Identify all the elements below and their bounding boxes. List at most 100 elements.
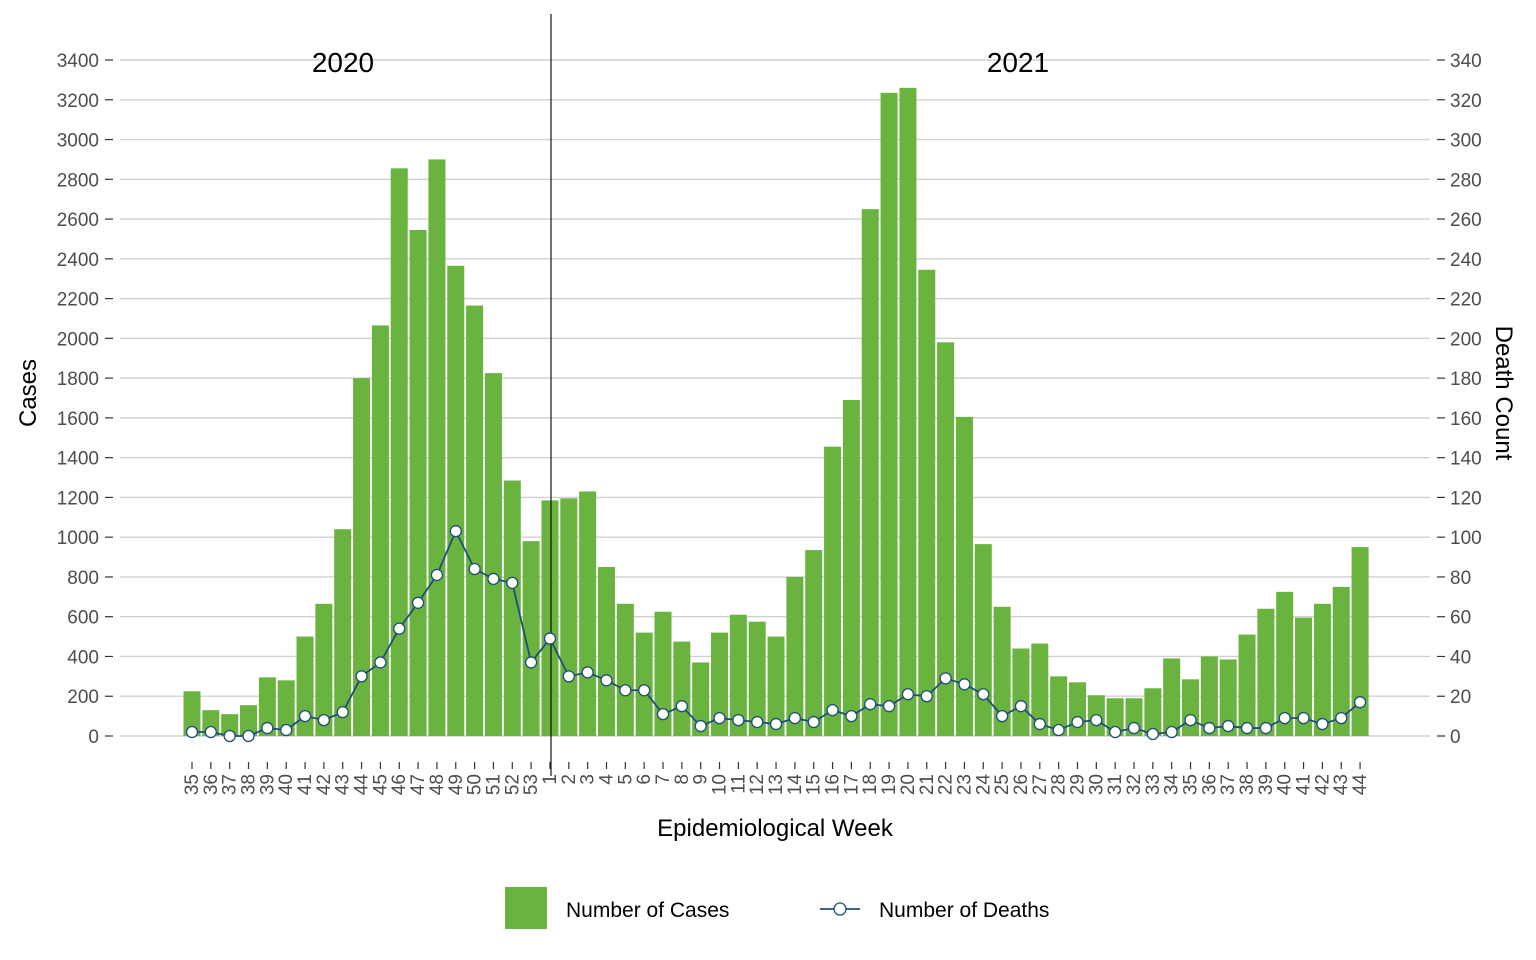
cases-bar	[616, 603, 634, 736]
deaths-point	[882, 700, 896, 713]
y-tick-label-right: 280	[1450, 170, 1482, 191]
y-axis-right: 0 20 40 60 80 100 120 140 160 180 200 220 240 260 280 3…	[1437, 51, 1482, 748]
cases-bar	[654, 611, 672, 736]
deaths-point	[261, 721, 274, 735]
x-tick-label: 3	[578, 774, 599, 785]
deaths-point	[562, 670, 575, 683]
deaths-point	[1335, 711, 1348, 725]
x-tick-label: 43	[1331, 774, 1352, 795]
deaths-point	[336, 705, 349, 719]
deaths-point	[1278, 711, 1291, 725]
deaths-point	[355, 670, 368, 683]
deaths-point	[920, 690, 933, 703]
deaths-point	[600, 674, 613, 687]
x-tick-label: 16	[823, 774, 844, 795]
cases-bars	[183, 87, 1369, 737]
deaths-series	[185, 525, 1367, 743]
x-tick-label: 19	[879, 774, 900, 795]
y-tick-label-left: 2000	[57, 329, 99, 350]
x-tick-label: 11	[728, 774, 749, 794]
x-tick-label: 39	[257, 774, 278, 795]
x-tick-label: 45	[370, 774, 391, 795]
y-tick-label-right: 60	[1450, 608, 1471, 629]
x-tick-label: 7	[653, 774, 674, 785]
deaths-point	[732, 713, 745, 727]
deaths-point	[1222, 719, 1235, 733]
cases-bar	[1295, 617, 1313, 736]
deaths-point	[751, 715, 764, 729]
x-tick-label: 42	[314, 774, 335, 795]
y-axis-title-left: Cases	[15, 359, 42, 427]
x-tick-label: 27	[1030, 774, 1051, 795]
cases-bar	[409, 229, 427, 736]
y-axis-left: 0 200 400 600 800 1000 1200 1400 1600 1800 2000 220…	[57, 51, 113, 748]
deaths-point	[1240, 721, 1254, 735]
y-tick-label-left: 1200	[57, 488, 99, 509]
deaths-point	[845, 709, 858, 723]
deaths-point	[1109, 725, 1122, 739]
cases-bar	[786, 576, 804, 736]
cases-bar	[1106, 698, 1124, 736]
y-tick-label-left: 0	[88, 727, 99, 748]
x-tick-label: 41	[295, 774, 316, 795]
x-tick-label: 28	[1049, 774, 1070, 795]
cases-bar	[955, 416, 973, 736]
x-tick-label: 35	[182, 774, 203, 795]
x-tick-label: 12	[747, 774, 768, 795]
y-tick-label-left: 3400	[57, 51, 99, 72]
x-tick-label: 4	[596, 774, 617, 785]
x-tick-label: 5	[615, 774, 636, 785]
cases-bar	[974, 544, 992, 736]
cases-bar	[861, 209, 879, 736]
cases-bar	[541, 500, 559, 736]
cases-bar	[1276, 591, 1294, 736]
x-tick-label: 42	[1312, 774, 1333, 795]
deaths-point	[826, 704, 839, 717]
x-tick-label: 41	[1294, 774, 1315, 795]
deaths-point	[1165, 725, 1178, 739]
y-tick-label-right: 140	[1450, 449, 1482, 470]
cases-bar	[1163, 658, 1181, 736]
y-tick-label-left: 1600	[57, 409, 99, 430]
x-tick-label: 6	[634, 774, 655, 785]
cases-bar	[918, 269, 936, 736]
cases-bar	[1257, 608, 1275, 736]
y-tick-label-left: 600	[67, 608, 99, 629]
x-tick-label: 37	[1218, 774, 1239, 795]
cases-bar	[1313, 603, 1331, 736]
cases-bar	[692, 662, 710, 736]
cases-bar	[390, 168, 408, 736]
cases-bar	[447, 265, 465, 736]
deaths-point	[1033, 717, 1046, 731]
y-tick-label-right: 200	[1450, 329, 1482, 350]
deaths-point	[185, 725, 199, 739]
cases-bar	[842, 399, 860, 736]
deaths-point	[1259, 721, 1273, 735]
x-tick-label: 36	[201, 774, 222, 795]
cases-bar	[315, 603, 333, 736]
x-tick-label: 50	[465, 774, 486, 795]
y-tick-label-right: 320	[1450, 91, 1482, 112]
cases-bar	[1012, 648, 1030, 736]
deaths-point	[449, 525, 462, 538]
deaths-point	[242, 729, 255, 743]
x-tick-label: 38	[1237, 774, 1258, 795]
x-tick-label: 36	[1199, 774, 1220, 795]
deaths-point	[1071, 715, 1084, 729]
cases-bar	[711, 632, 729, 736]
x-tick-label: 44	[1350, 774, 1371, 796]
cases-bar	[824, 446, 842, 736]
deaths-point	[1127, 721, 1141, 735]
x-tick-label: 22	[936, 774, 957, 795]
deaths-point	[1090, 713, 1103, 727]
y-tick-label-right: 260	[1450, 210, 1482, 231]
x-tick-label: 25	[992, 774, 1013, 795]
x-tick-label: 48	[427, 774, 448, 795]
x-tick-label: 2	[559, 774, 580, 785]
deaths-point	[1297, 711, 1310, 725]
deaths-point	[807, 715, 820, 729]
deaths-point	[506, 576, 519, 590]
deaths-point	[524, 656, 538, 669]
deaths-point	[430, 568, 444, 582]
cases-bar	[1351, 547, 1369, 736]
